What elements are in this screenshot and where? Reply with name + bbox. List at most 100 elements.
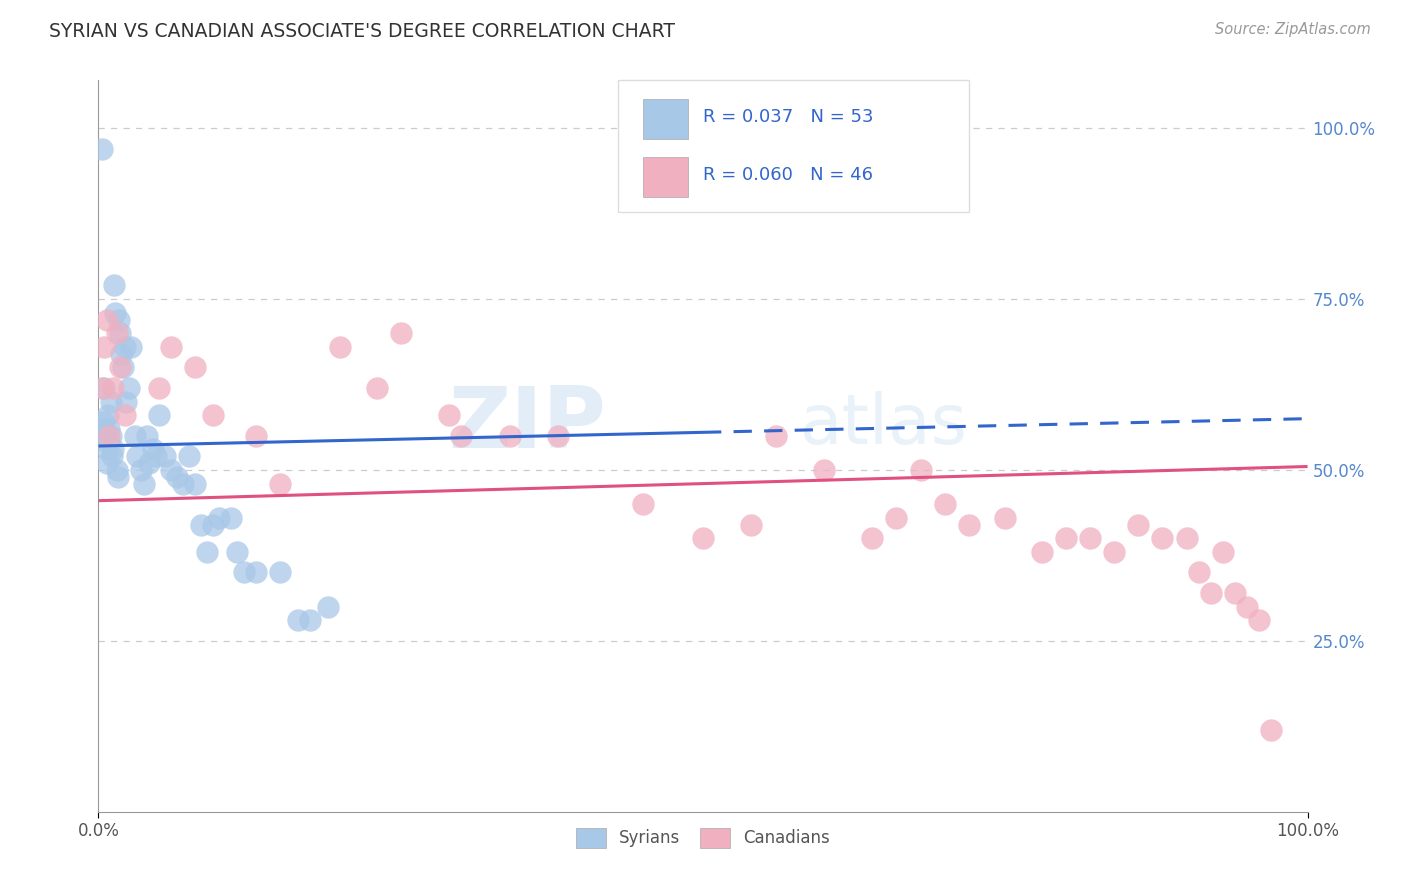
Point — [142, 442, 165, 457]
Point — [97, 409, 120, 423]
Point — [148, 409, 170, 423]
Point — [957, 517, 980, 532]
Text: ZIP: ZIP — [449, 383, 606, 466]
Point — [299, 613, 322, 627]
Point — [127, 449, 149, 463]
Point — [366, 381, 388, 395]
Point — [129, 463, 152, 477]
Point — [860, 531, 883, 545]
Point — [269, 476, 291, 491]
Point — [450, 429, 472, 443]
Point — [108, 312, 131, 326]
Point — [1249, 613, 1271, 627]
Point — [115, 394, 138, 409]
Point — [184, 360, 207, 375]
Point — [195, 545, 218, 559]
Point — [1260, 723, 1282, 737]
Point — [153, 449, 176, 463]
Point — [134, 476, 156, 491]
Point — [1054, 531, 1077, 545]
Point — [105, 326, 128, 341]
Point — [91, 381, 114, 395]
Point — [389, 326, 412, 341]
Point — [97, 435, 120, 450]
Point — [145, 449, 167, 463]
Point — [120, 340, 142, 354]
Point — [101, 381, 124, 395]
Point — [93, 381, 115, 395]
Point — [184, 476, 207, 491]
Point — [148, 381, 170, 395]
Point — [190, 517, 212, 532]
Point — [93, 415, 115, 429]
Point — [498, 429, 520, 443]
Point — [245, 429, 267, 443]
Point — [316, 599, 339, 614]
Point — [96, 456, 118, 470]
FancyBboxPatch shape — [619, 80, 969, 212]
Point — [108, 360, 131, 375]
Point — [1236, 599, 1258, 614]
Text: Source: ZipAtlas.com: Source: ZipAtlas.com — [1215, 22, 1371, 37]
Point — [111, 360, 134, 375]
Point — [98, 429, 121, 443]
Point — [547, 429, 569, 443]
Y-axis label: Associate's Degree: Associate's Degree — [0, 359, 8, 533]
Point — [1212, 545, 1234, 559]
Point — [740, 517, 762, 532]
Point — [232, 566, 254, 580]
Point — [107, 469, 129, 483]
FancyBboxPatch shape — [643, 157, 689, 197]
Point — [226, 545, 249, 559]
Point — [202, 517, 225, 532]
Point — [692, 531, 714, 545]
Point — [910, 463, 932, 477]
Point — [329, 340, 352, 354]
Point — [104, 306, 127, 320]
Point — [631, 497, 654, 511]
Point — [269, 566, 291, 580]
Point — [94, 429, 117, 443]
Point — [114, 340, 136, 354]
Point — [1175, 531, 1198, 545]
Point — [118, 381, 141, 395]
Point — [96, 312, 118, 326]
Point — [1078, 531, 1101, 545]
Point — [202, 409, 225, 423]
Point — [124, 429, 146, 443]
Text: atlas: atlas — [800, 391, 967, 458]
Point — [1031, 545, 1053, 559]
Point — [221, 510, 243, 524]
Point — [93, 340, 115, 354]
Point — [114, 409, 136, 423]
Point — [208, 510, 231, 524]
Point — [100, 449, 122, 463]
Point — [110, 347, 132, 361]
Point — [100, 429, 122, 443]
Point — [994, 510, 1017, 524]
Point — [138, 456, 160, 470]
Point — [91, 422, 114, 436]
Point — [1128, 517, 1150, 532]
Legend: Syrians, Canadians: Syrians, Canadians — [569, 821, 837, 855]
Point — [886, 510, 908, 524]
FancyBboxPatch shape — [643, 98, 689, 139]
Point — [105, 463, 128, 477]
Point — [287, 613, 309, 627]
Point — [135, 429, 157, 443]
Point — [813, 463, 835, 477]
Point — [98, 422, 121, 436]
Point — [1188, 566, 1211, 580]
Point — [101, 442, 124, 457]
Text: R = 0.037   N = 53: R = 0.037 N = 53 — [703, 108, 873, 126]
Point — [1199, 586, 1222, 600]
Point — [172, 476, 194, 491]
Point — [934, 497, 956, 511]
Point — [1102, 545, 1125, 559]
Point — [103, 278, 125, 293]
Point — [245, 566, 267, 580]
Point — [96, 442, 118, 457]
Point — [160, 340, 183, 354]
Point — [437, 409, 460, 423]
Point — [166, 469, 188, 483]
